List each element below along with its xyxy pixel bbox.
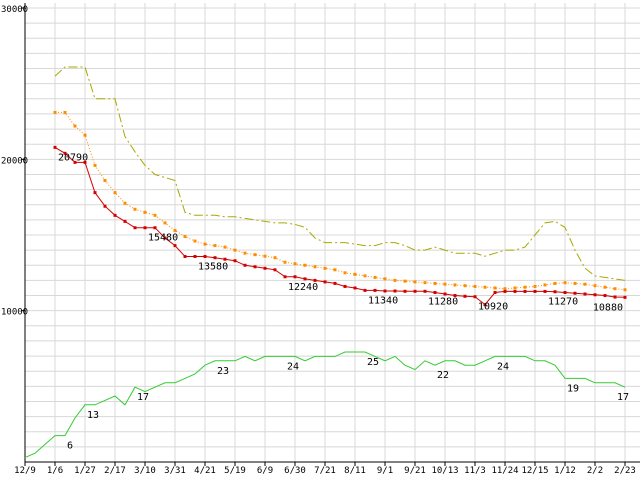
x-tick-label: 11/24 — [491, 466, 518, 476]
axes — [21, 3, 640, 466]
x-tick-label: 1/6 — [47, 466, 63, 476]
x-tick-label: 1/27 — [74, 466, 96, 476]
count-point-label: 22 — [437, 370, 449, 381]
x-tick-label: 8/11 — [344, 466, 366, 476]
price-point-label: 10920 — [478, 302, 508, 313]
x-tick-label: 12/9 — [14, 466, 36, 476]
price-point-label: 11280 — [428, 296, 458, 307]
x-tick-label: 4/21 — [194, 466, 216, 476]
x-tick-label: 9/21 — [404, 466, 426, 476]
x-tick-label: 6/9 — [257, 466, 273, 476]
grid-lines — [24, 3, 640, 462]
price-point-label: 10880 — [593, 302, 623, 313]
count-point-label: 24 — [287, 361, 299, 372]
lowest-price-series — [53, 145, 627, 307]
x-tick-label: 3/10 — [134, 466, 156, 476]
x-tick-label: 2/23 — [614, 466, 636, 476]
x-axis-labels: 12/9 1/6 1/27 2/17 3/10 3/31 4/21 5/19 6/9 6/30 7/… — [14, 466, 636, 476]
y-axis-labels: 30000 20000 10000 — [1, 5, 28, 318]
price-point-label: 20790 — [58, 152, 88, 163]
count-point-label: 23 — [217, 366, 229, 377]
x-tick-label: 3/31 — [164, 466, 186, 476]
price-point-label: 13580 — [198, 261, 228, 272]
x-tick-label: 11/3 — [464, 466, 486, 476]
price-annotations: 20790 15480 13580 12240 11340 11280 10920 11270… — [58, 152, 623, 313]
x-tick-label: 7/21 — [314, 466, 336, 476]
count-point-label: 6 — [67, 441, 73, 452]
count-point-label: 17 — [137, 392, 149, 403]
y-tick-label: 20000 — [1, 156, 28, 166]
shop-count-series — [24, 351, 626, 459]
y-tick-label: 10000 — [1, 308, 28, 318]
x-tick-label: 6/30 — [284, 466, 306, 476]
shop-count-line — [24, 351, 626, 459]
x-tick-label: 2/2 — [587, 466, 603, 476]
count-point-label: 19 — [567, 383, 579, 394]
count-point-label: 17 — [617, 392, 629, 403]
price-point-label: 11340 — [368, 295, 398, 306]
y-tick-label: 30000 — [1, 5, 28, 15]
count-point-label: 25 — [367, 357, 379, 368]
x-tick-label: 5/19 — [224, 466, 246, 476]
x-tick-label: 9/1 — [377, 466, 393, 476]
count-point-label: 24 — [497, 361, 509, 372]
average-price-series — [53, 110, 627, 292]
x-tick-label: 2/17 — [104, 466, 126, 476]
x-tick-label: 10/13 — [431, 466, 458, 476]
average-price-line — [55, 111, 626, 291]
count-annotations: 6 13 17 23 24 25 22 24 19 17 — [67, 357, 629, 452]
price-point-label: 15480 — [148, 233, 178, 244]
lowest-price-line — [54, 146, 626, 306]
x-tick-label: 1/12 — [554, 466, 576, 476]
price-point-label: 12240 — [288, 282, 318, 293]
x-tick-label: 12/15 — [521, 466, 548, 476]
price-point-label: 11270 — [548, 296, 578, 307]
count-point-label: 13 — [87, 410, 99, 421]
